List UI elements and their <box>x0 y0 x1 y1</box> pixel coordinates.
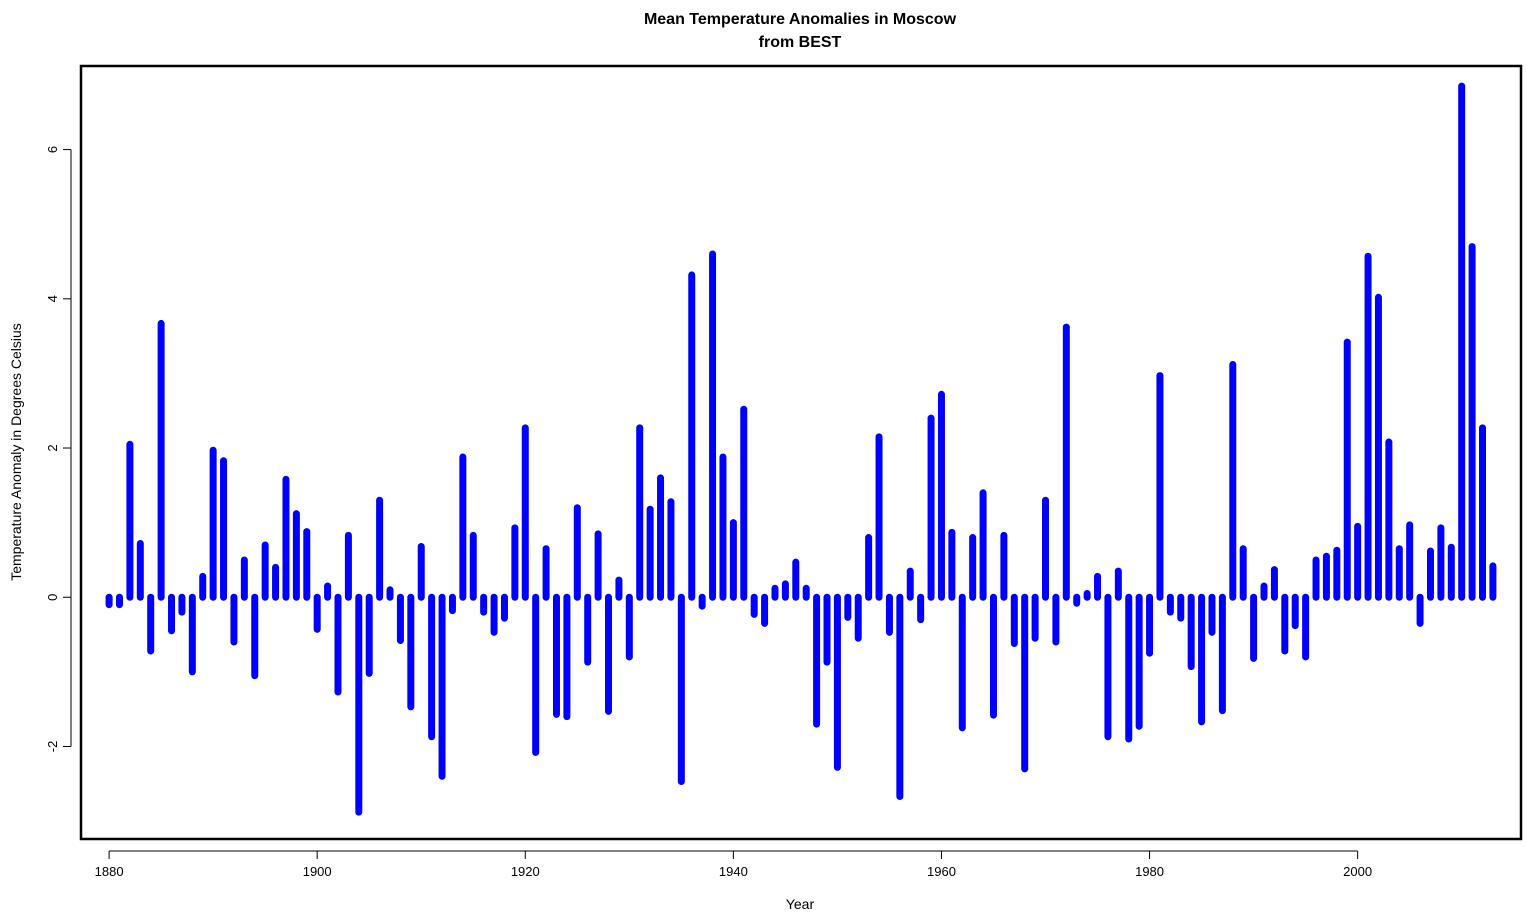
x-tick-label-1940: 1940 <box>719 864 748 879</box>
chart-subtitle: from BEST <box>759 34 842 51</box>
y-axis: -2 0 2 4 6 <box>45 146 72 753</box>
y-tick-label-4: 4 <box>45 295 60 302</box>
y-tick-label-0: 0 <box>45 594 60 601</box>
x-tick-label-1920: 1920 <box>511 864 540 879</box>
y-tick-label-2: 2 <box>45 444 60 451</box>
x-axis-label: Year <box>786 896 815 912</box>
y-tick-label-6: 6 <box>45 146 60 153</box>
x-axis: 1880 1900 1920 1940 1960 1980 2000 <box>95 850 1372 879</box>
y-tick-label--2: -2 <box>45 741 60 753</box>
bars-group <box>105 82 1497 816</box>
chart-title: Mean Temperature Anomalies in Moscow <box>644 11 957 28</box>
x-tick-label-1900: 1900 <box>303 864 332 879</box>
y-axis-label: Temperature Anomaly in Degrees Celsius <box>8 323 24 581</box>
x-tick-label-1980: 1980 <box>1135 864 1164 879</box>
x-tick-label-2000: 2000 <box>1343 864 1372 879</box>
x-tick-label-1880: 1880 <box>95 864 124 879</box>
plot-frame <box>79 64 1523 841</box>
x-tick-label-1960: 1960 <box>927 864 956 879</box>
